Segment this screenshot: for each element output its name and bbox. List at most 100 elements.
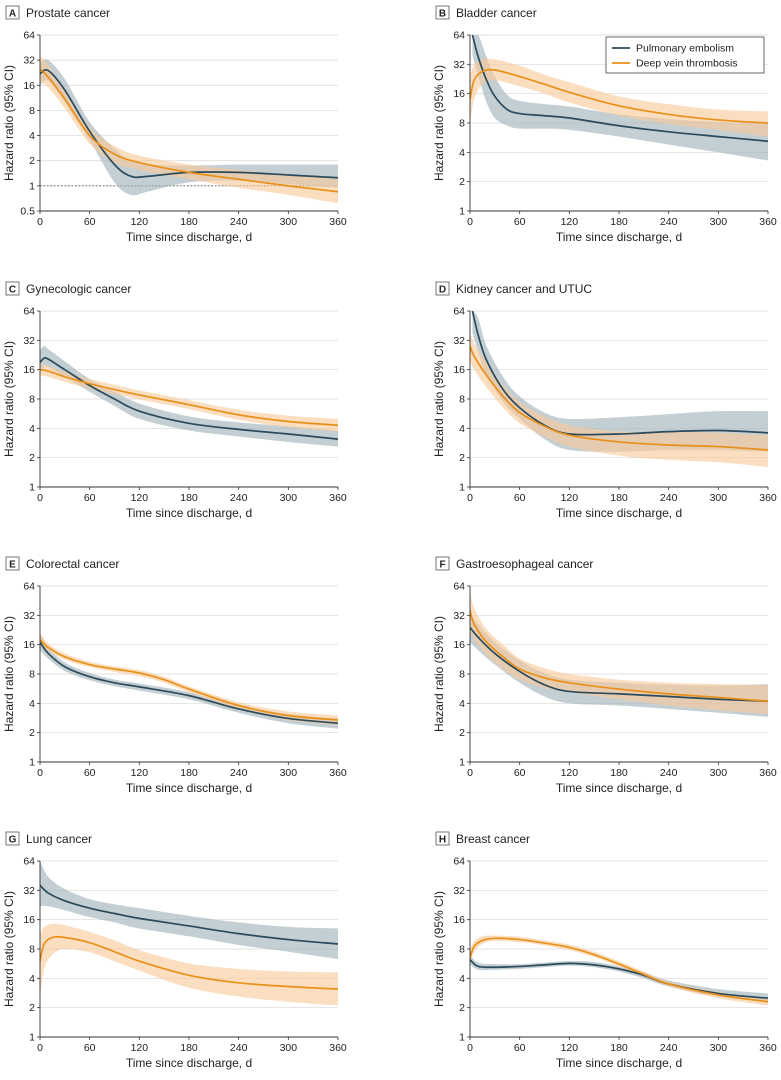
- x-tick-label: 240: [660, 767, 678, 779]
- ci-band-pulmonary-embolism: [472, 35, 768, 161]
- series-line-pulmonary-embolism: [40, 884, 338, 945]
- x-tick-label: 180: [610, 1042, 628, 1054]
- y-tick-label: 8: [29, 669, 35, 681]
- series-line-pulmonary-embolism: [40, 68, 338, 179]
- ci-band-pulmonary-embolism: [40, 861, 338, 960]
- x-tick-label: 240: [660, 216, 678, 228]
- x-tick-label: 60: [514, 216, 526, 228]
- panel-f: F Gastroesophageal cancer 1 2 4 8 16 32 64 0 60 120…: [432, 556, 777, 795]
- panel-letter-box: [5, 831, 20, 846]
- x-tick-label: 300: [710, 492, 728, 504]
- x-tick-label: 120: [131, 492, 149, 504]
- y-tick-label: 1: [29, 180, 35, 192]
- x-tick-label: 0: [37, 492, 43, 504]
- y-tick-label: 2: [29, 452, 35, 464]
- panel-letter: C: [9, 285, 16, 296]
- series-line-deep-vein-thrombosis: [470, 68, 768, 124]
- y-tick-label: 16: [23, 914, 35, 926]
- series-line-pulmonary-embolism: [471, 35, 768, 143]
- x-tick-label: 0: [37, 216, 43, 228]
- y-tick-label: 2: [459, 176, 465, 188]
- x-tick-label: 180: [610, 492, 628, 504]
- y-tick-label: 8: [459, 944, 465, 956]
- panel-g: G Lung cancer 1 2 4 8 16 32 64 0 60 120 180 240 300 360…: [2, 831, 347, 1070]
- y-tick-label: 8: [459, 669, 465, 681]
- x-tick-label: 360: [329, 1042, 347, 1054]
- panel-letter-box: [435, 831, 450, 846]
- panel-letter: H: [439, 835, 446, 846]
- panel-title: Bladder cancer: [456, 6, 537, 20]
- y-tick-label: 32: [23, 55, 35, 67]
- x-tick-label: 180: [180, 1042, 198, 1054]
- y-axis-title: Hazard ratio (95% CI): [432, 891, 446, 1007]
- y-tick-label: 16: [23, 364, 35, 376]
- x-tick-label: 300: [280, 216, 298, 228]
- y-tick-label: 64: [453, 306, 465, 318]
- y-tick-label: 1: [459, 757, 465, 769]
- ci-band-deep-vein-thrombosis: [470, 333, 768, 468]
- x-tick-label: 300: [710, 1042, 728, 1054]
- y-tick-label: 16: [23, 639, 35, 651]
- x-tick-label: 60: [84, 1042, 96, 1054]
- x-tick-label: 240: [230, 492, 248, 504]
- y-tick-label: 64: [453, 581, 465, 593]
- y-tick-label: 32: [23, 610, 35, 622]
- x-tick-label: 0: [467, 1042, 473, 1054]
- x-tick-label: 120: [131, 216, 149, 228]
- y-tick-label: 8: [459, 118, 465, 130]
- x-tick-label: 0: [37, 1042, 43, 1054]
- legend-box: [605, 36, 765, 74]
- series-line-deep-vein-thrombosis: [470, 610, 768, 703]
- x-tick-label: 180: [610, 216, 628, 228]
- x-axis-title: Time since discharge, d: [126, 230, 252, 244]
- y-tick-label: 64: [453, 856, 465, 868]
- x-axis-title: Time since discharge, d: [126, 506, 252, 520]
- y-axis-title: Hazard ratio (95% CI): [432, 65, 446, 181]
- ci-band-deep-vein-thrombosis: [40, 363, 338, 432]
- y-tick-label: 64: [23, 30, 35, 42]
- y-tick-label: 8: [29, 944, 35, 956]
- y-tick-label: 4: [29, 130, 35, 142]
- y-tick-label: 8: [459, 394, 465, 406]
- y-tick-label: 1: [459, 482, 465, 494]
- series-line-pulmonary-embolism: [471, 311, 768, 436]
- legend: Pulmonary embolism Deep vein thrombosis: [605, 36, 765, 74]
- y-tick-label: 64: [23, 581, 35, 593]
- y-tick-label: 2: [29, 1002, 35, 1014]
- panel-c: C Gynecologic cancer 1 2 4 8 16 32 64 0 60 120 180 24…: [2, 281, 347, 520]
- x-tick-label: 240: [230, 767, 248, 779]
- series-line-deep-vein-thrombosis: [40, 368, 338, 427]
- y-tick-label: 32: [453, 610, 465, 622]
- x-tick-label: 240: [230, 1042, 248, 1054]
- x-tick-label: 0: [467, 216, 473, 228]
- ci-band-deep-vein-thrombosis: [470, 591, 768, 715]
- y-tick-label: 64: [23, 306, 35, 318]
- panel-title: Gastroesophageal cancer: [456, 557, 593, 571]
- x-axis-title: Time since discharge, d: [556, 230, 682, 244]
- y-tick-label: 64: [23, 856, 35, 868]
- panel-letter-box: [435, 556, 450, 571]
- y-tick-label: 64: [453, 30, 465, 42]
- x-tick-label: 60: [84, 767, 96, 779]
- x-tick-label: 300: [710, 216, 728, 228]
- series-line-deep-vein-thrombosis: [40, 639, 338, 721]
- panel-title: Breast cancer: [456, 832, 530, 846]
- x-tick-label: 60: [514, 492, 526, 504]
- y-axis-title: Hazard ratio (95% CI): [2, 65, 16, 181]
- panel-title: Prostate cancer: [26, 6, 110, 20]
- panel-letter: A: [9, 9, 16, 20]
- x-tick-label: 240: [230, 216, 248, 228]
- x-tick-label: 0: [467, 767, 473, 779]
- legend-label: Pulmonary embolism: [636, 43, 734, 55]
- x-tick-label: 360: [759, 1042, 777, 1054]
- x-tick-label: 60: [514, 767, 526, 779]
- x-tick-label: 300: [280, 1042, 298, 1054]
- y-tick-label: 16: [453, 88, 465, 100]
- ci-band-deep-vein-thrombosis: [470, 935, 768, 1006]
- x-tick-label: 240: [660, 1042, 678, 1054]
- y-tick-label: 1: [459, 206, 465, 218]
- x-tick-label: 60: [84, 492, 96, 504]
- y-tick-label: 2: [29, 155, 35, 167]
- y-tick-label: 2: [459, 452, 465, 464]
- panel-title: Lung cancer: [26, 832, 92, 846]
